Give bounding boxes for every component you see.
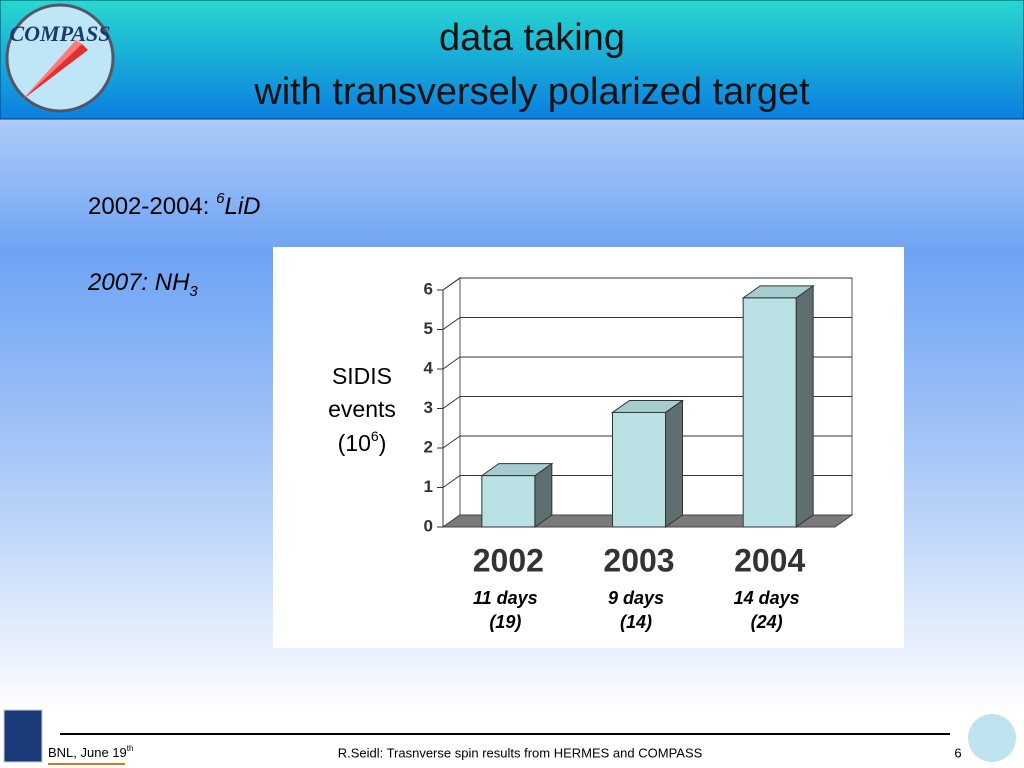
footer-venue-text: BNL, June 19: [48, 745, 127, 760]
hermes-logo: [968, 714, 1016, 762]
bar: [481, 475, 536, 528]
footer-page: 6: [954, 745, 961, 760]
university-logo: [3, 709, 43, 763]
annotation: 11 days: [473, 588, 538, 608]
target-years: 2007:: [87, 269, 148, 296]
y-tick-label: 4: [424, 358, 434, 377]
grid-line: [442, 356, 461, 370]
bar: [612, 411, 666, 528]
footer-author: R.Seidl: Trasnverse spin results from HE…: [338, 745, 703, 760]
y-tick-label: 6: [424, 279, 433, 298]
y-tick-label: 3: [424, 398, 433, 417]
grid-line: [442, 435, 461, 449]
grid-line: [442, 317, 461, 330]
logo-text: COMPASS: [9, 21, 110, 46]
target-line: 2002-2004: 6LiD: [88, 190, 260, 220]
target-material: NH: [155, 269, 190, 296]
annotation: (24): [751, 612, 783, 632]
y-axis-label: (106): [338, 428, 387, 456]
target-years: 2002-2004:: [88, 193, 209, 220]
bar: [742, 297, 797, 528]
y-axis-label: SIDIS: [332, 363, 392, 389]
title: data taking: [439, 17, 625, 59]
superscript: 6: [216, 190, 225, 207]
target-line: 2007: NH3: [87, 269, 198, 300]
y-axis-label-part: (10: [338, 430, 371, 456]
subscript: 3: [189, 283, 198, 300]
header-bar: [0, 0, 1024, 120]
annotation: (19): [489, 612, 521, 632]
grid-line: [442, 277, 461, 291]
logo: COMPASS: [5, 3, 115, 113]
superscript: 6: [371, 428, 379, 444]
y-tick-label: 2: [424, 437, 433, 456]
title: with transversely polarized target: [253, 71, 810, 113]
bar-side: [665, 399, 683, 528]
footer-venue: BNL, June 19th: [48, 744, 133, 760]
y-tick-label: 5: [424, 319, 433, 338]
superscript: th: [127, 744, 134, 753]
annotation: (14): [620, 612, 652, 632]
y-axis-label: events: [328, 396, 396, 422]
grid-line: [442, 396, 461, 409]
x-tick-label: 2002: [473, 542, 544, 578]
x-tick-label: 2003: [603, 542, 674, 578]
y-axis-label-part: ): [379, 430, 387, 456]
grid-line: [442, 475, 461, 488]
y-tick-label: 0: [424, 516, 433, 535]
x-tick-label: 2004: [734, 542, 805, 578]
y-tick-label: 1: [424, 477, 433, 496]
annotation: 14 days: [734, 588, 800, 608]
bar-side: [795, 284, 814, 528]
target-material: LiD: [224, 193, 260, 220]
annotation: 9 days: [608, 588, 664, 608]
